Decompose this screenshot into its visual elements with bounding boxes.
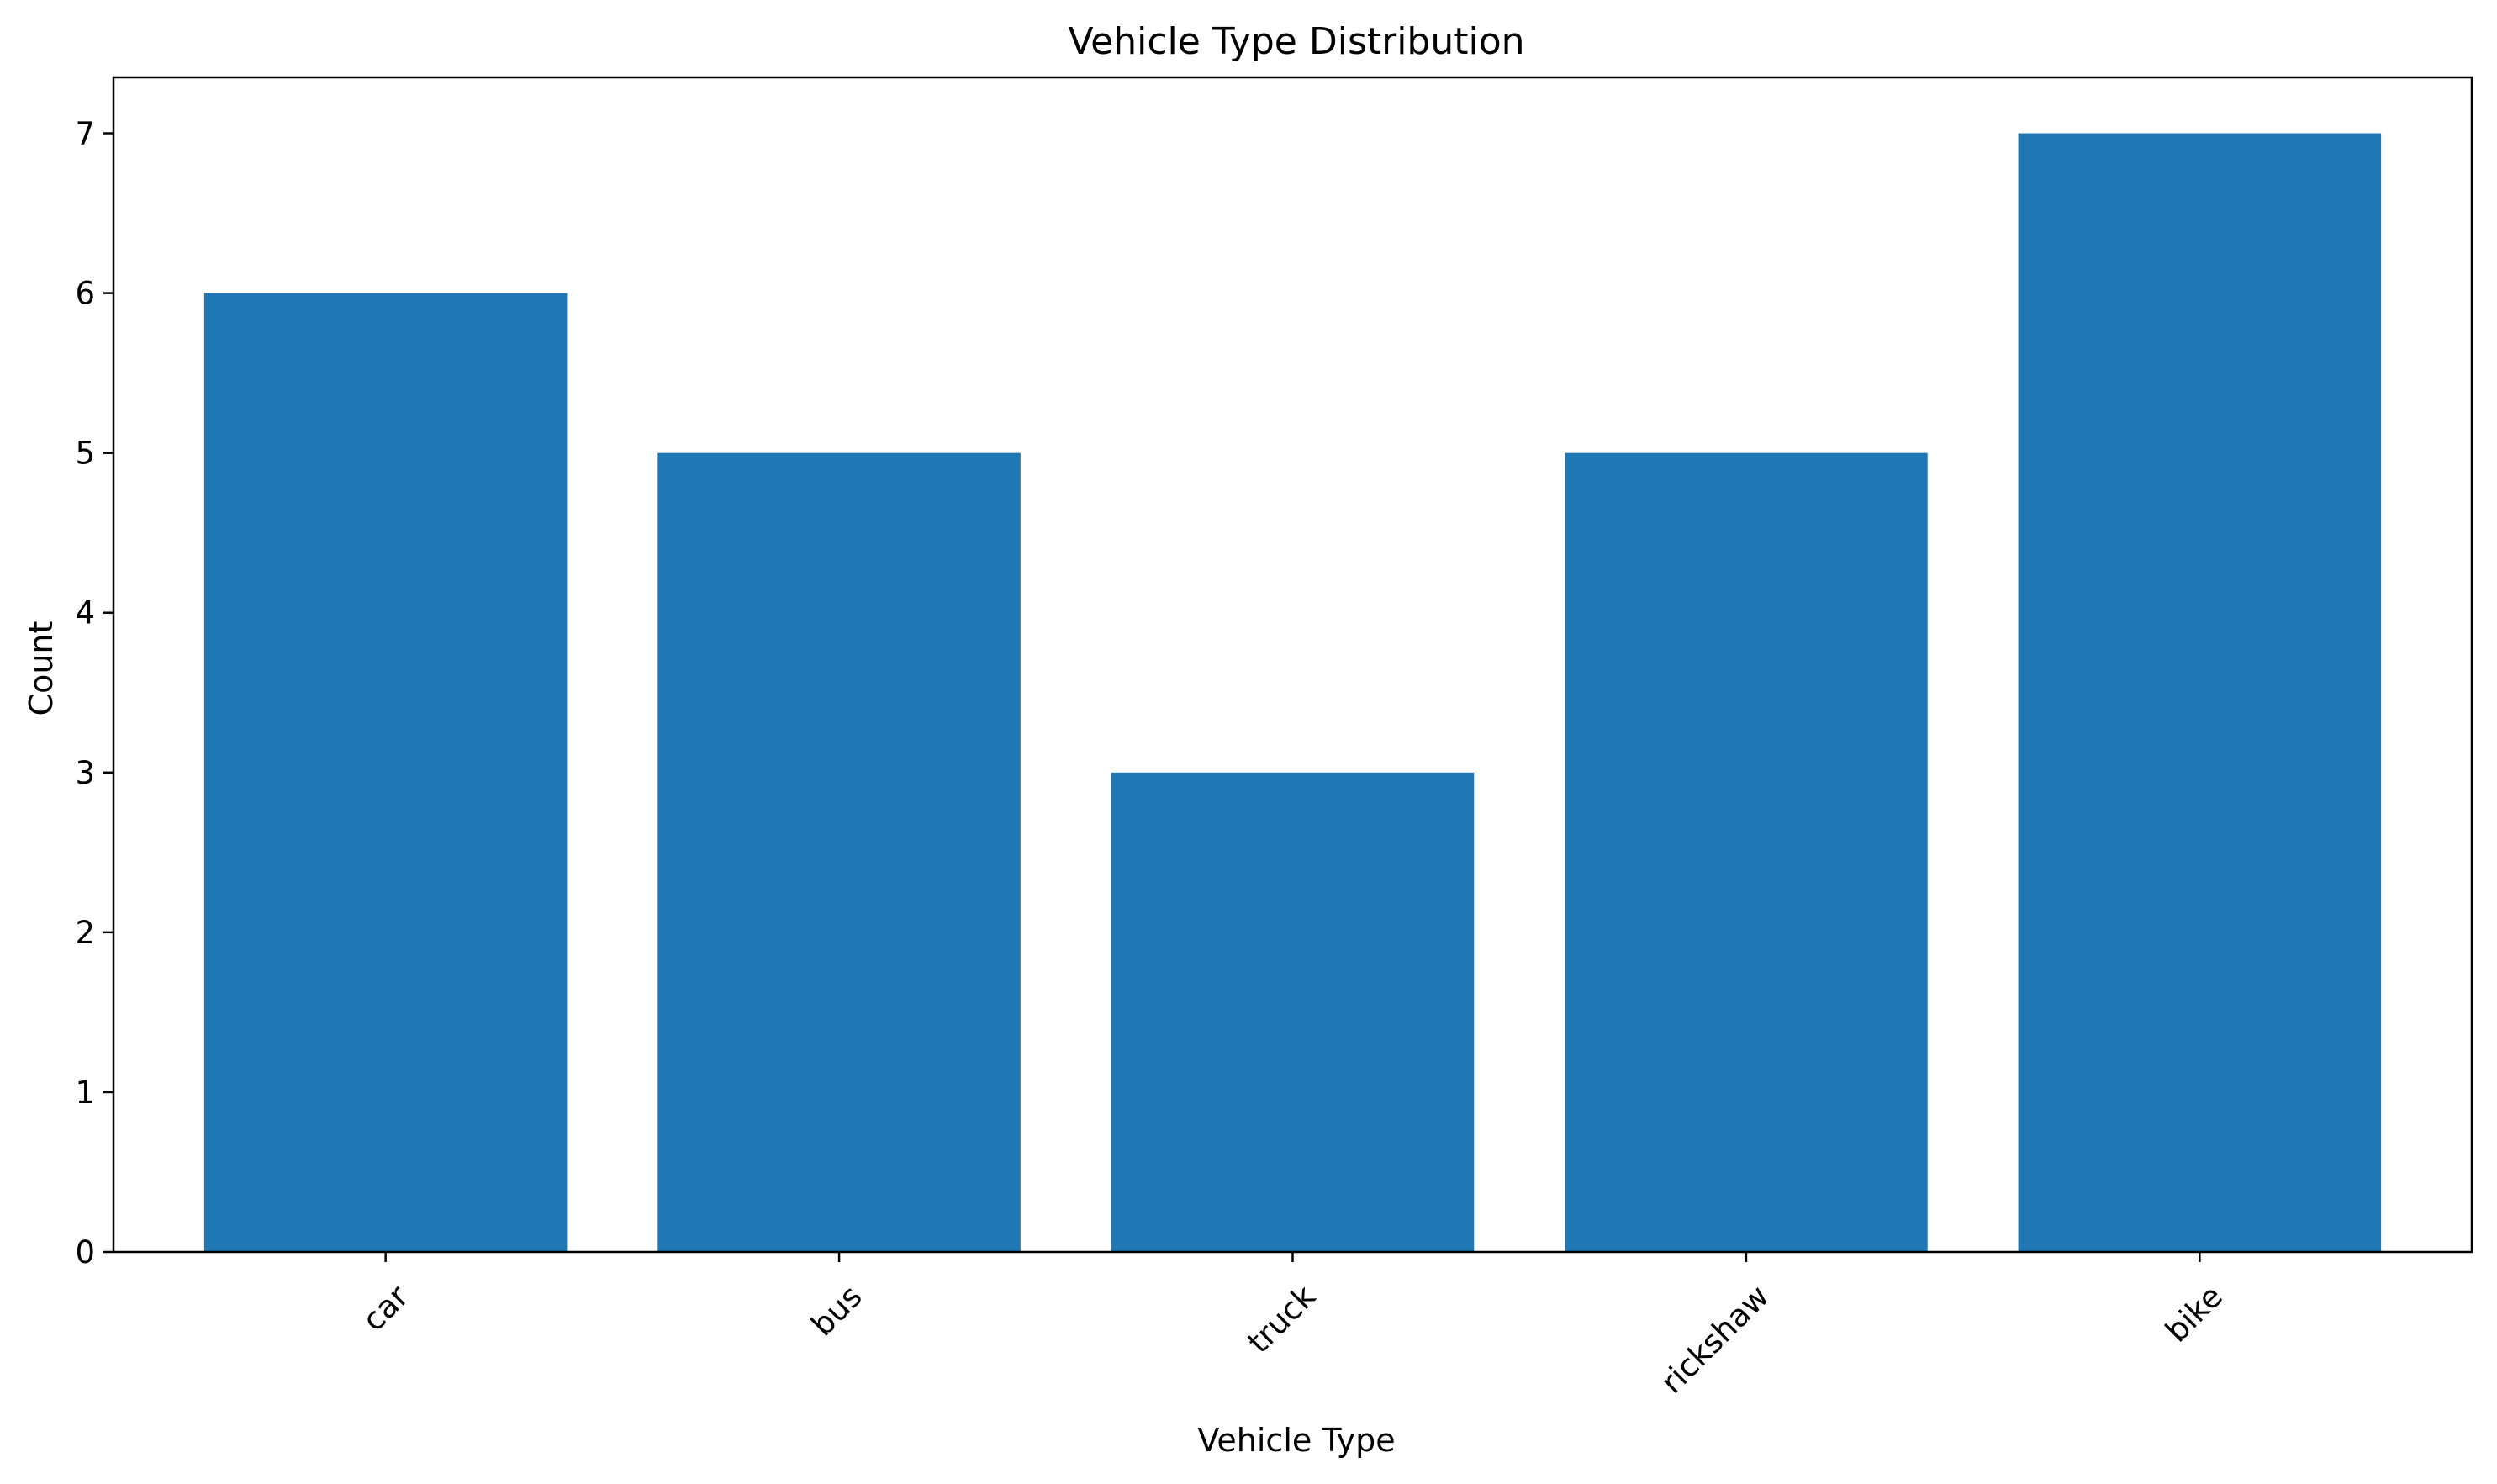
bar-truck: [1111, 772, 1475, 1252]
y-tick-label: 5: [75, 436, 95, 472]
y-tick-label: 2: [75, 915, 95, 951]
bars-group: [203, 133, 2382, 1253]
y-axis-ticks: 0 1 2 3 4 5 6 7: [75, 116, 114, 1270]
y-tick-label: 1: [75, 1075, 95, 1111]
plot-frame: [112, 76, 2473, 1254]
bar-bus: [657, 452, 1021, 1252]
chart-title: Vehicle Type Distribution: [1068, 20, 1524, 63]
x-axis-label: Vehicle Type: [1197, 1422, 1395, 1459]
y-tick-label: 7: [75, 116, 95, 152]
bar-rickshaw: [1565, 452, 1928, 1252]
y-tick-label: 3: [75, 755, 95, 791]
y-tick-label: 0: [75, 1234, 95, 1270]
y-tick-label: 6: [75, 276, 95, 312]
y-tick-label: 4: [75, 595, 95, 631]
bar-car: [203, 293, 568, 1253]
y-axis-label: Count: [23, 621, 60, 716]
bar-bike: [2018, 133, 2382, 1252]
